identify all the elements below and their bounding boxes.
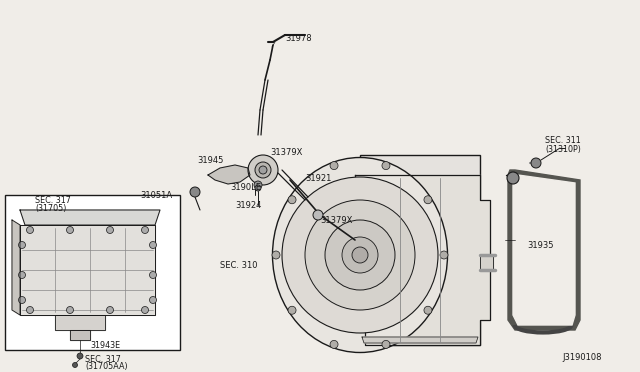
Polygon shape	[12, 220, 20, 315]
Text: 31935: 31935	[527, 241, 554, 250]
Circle shape	[342, 237, 378, 273]
Text: SEC. 317: SEC. 317	[85, 356, 121, 365]
Text: 31379X: 31379X	[320, 215, 353, 224]
Polygon shape	[355, 175, 490, 345]
Text: 31921: 31921	[305, 173, 332, 183]
Circle shape	[77, 353, 83, 359]
Polygon shape	[55, 315, 105, 330]
Circle shape	[141, 227, 148, 234]
Circle shape	[26, 227, 33, 234]
Text: SEC. 317: SEC. 317	[35, 196, 71, 205]
Circle shape	[288, 196, 296, 204]
Circle shape	[288, 306, 296, 314]
Polygon shape	[208, 165, 250, 184]
Bar	[5, 195, 180, 350]
Circle shape	[150, 296, 157, 304]
Text: SEC. 310: SEC. 310	[220, 260, 257, 269]
Circle shape	[382, 161, 390, 170]
Polygon shape	[480, 255, 493, 270]
Text: 31379X: 31379X	[270, 148, 302, 157]
Circle shape	[440, 251, 448, 259]
Text: 3190LE: 3190LE	[230, 183, 261, 192]
Circle shape	[282, 177, 438, 333]
Text: 31945: 31945	[197, 155, 223, 164]
Circle shape	[531, 158, 541, 168]
Circle shape	[254, 181, 262, 189]
Circle shape	[255, 162, 271, 178]
Polygon shape	[70, 330, 90, 340]
Text: 31978: 31978	[285, 33, 312, 42]
Circle shape	[19, 296, 26, 304]
Circle shape	[255, 185, 261, 191]
Circle shape	[330, 340, 338, 349]
Polygon shape	[513, 175, 575, 325]
Circle shape	[305, 200, 415, 310]
Bar	[360, 155, 480, 345]
Text: SEC. 311: SEC. 311	[545, 135, 580, 144]
Circle shape	[248, 155, 278, 185]
Text: 31924: 31924	[235, 201, 261, 209]
Ellipse shape	[273, 157, 447, 353]
Circle shape	[507, 172, 519, 184]
Circle shape	[106, 227, 113, 234]
Polygon shape	[508, 170, 580, 330]
Circle shape	[67, 227, 74, 234]
Circle shape	[67, 307, 74, 314]
Text: (31705): (31705)	[35, 203, 67, 212]
Text: 31943E: 31943E	[90, 340, 120, 350]
Circle shape	[352, 247, 368, 263]
Circle shape	[313, 210, 323, 220]
Text: J3190108: J3190108	[562, 353, 602, 362]
Circle shape	[424, 306, 432, 314]
Polygon shape	[20, 210, 160, 225]
Circle shape	[259, 166, 267, 174]
Circle shape	[26, 307, 33, 314]
Circle shape	[19, 241, 26, 248]
Circle shape	[424, 196, 432, 204]
Circle shape	[72, 362, 77, 368]
Circle shape	[150, 272, 157, 279]
Circle shape	[141, 307, 148, 314]
Circle shape	[330, 161, 338, 170]
Text: 31051A: 31051A	[140, 190, 172, 199]
Circle shape	[325, 220, 395, 290]
Circle shape	[106, 307, 113, 314]
Circle shape	[190, 187, 200, 197]
Circle shape	[150, 241, 157, 248]
Polygon shape	[20, 225, 155, 315]
Circle shape	[19, 272, 26, 279]
Circle shape	[272, 251, 280, 259]
Polygon shape	[362, 337, 478, 343]
Text: (31705AA): (31705AA)	[85, 362, 127, 371]
Circle shape	[382, 340, 390, 349]
Text: (31310P): (31310P)	[545, 144, 581, 154]
